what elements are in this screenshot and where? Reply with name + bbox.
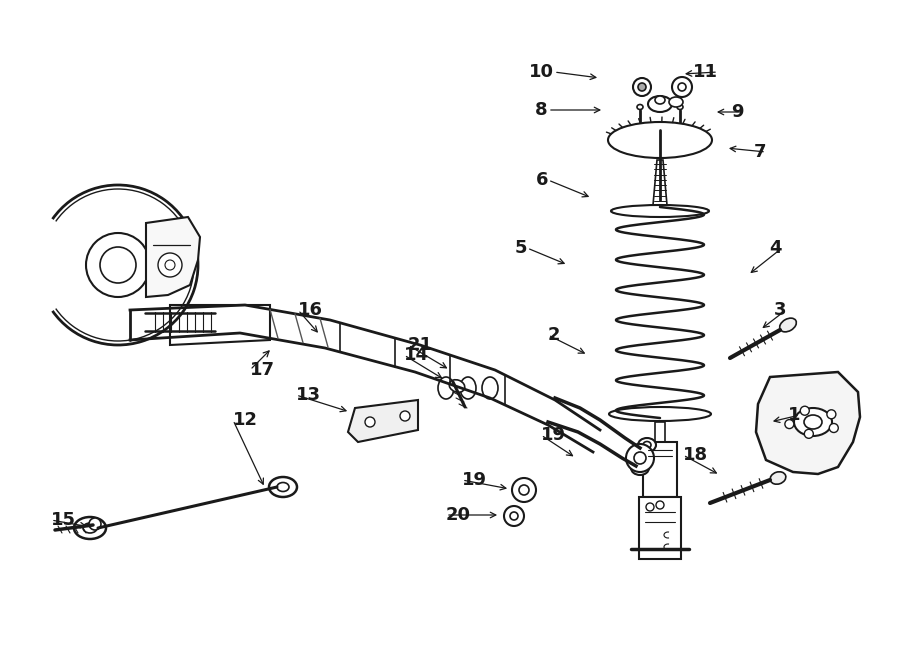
Circle shape: [89, 518, 101, 530]
Circle shape: [400, 411, 410, 421]
Ellipse shape: [277, 483, 289, 492]
Circle shape: [504, 506, 524, 526]
Ellipse shape: [655, 96, 665, 104]
Circle shape: [656, 501, 664, 509]
Ellipse shape: [460, 377, 476, 399]
Text: 16: 16: [298, 301, 323, 319]
Text: 10: 10: [529, 63, 554, 81]
Circle shape: [646, 503, 654, 511]
Text: 15: 15: [51, 511, 76, 529]
Text: 6: 6: [536, 171, 548, 189]
Text: 17: 17: [250, 361, 275, 379]
Circle shape: [510, 512, 518, 520]
Circle shape: [165, 260, 175, 270]
Text: 13: 13: [296, 386, 321, 404]
Circle shape: [86, 233, 150, 297]
Text: 5: 5: [515, 239, 527, 257]
Circle shape: [638, 83, 646, 91]
Circle shape: [678, 83, 686, 91]
Text: 8: 8: [536, 101, 548, 119]
Bar: [639, 497, 681, 559]
Polygon shape: [170, 305, 270, 345]
Ellipse shape: [677, 104, 683, 110]
Ellipse shape: [609, 407, 711, 421]
Circle shape: [100, 247, 136, 283]
Ellipse shape: [449, 379, 464, 392]
Polygon shape: [146, 217, 200, 297]
Text: 3: 3: [773, 301, 786, 319]
Ellipse shape: [269, 477, 297, 497]
Circle shape: [672, 77, 692, 97]
Circle shape: [519, 485, 529, 495]
Circle shape: [805, 429, 814, 438]
Text: 7: 7: [753, 143, 766, 161]
Ellipse shape: [611, 205, 709, 217]
Text: 21: 21: [408, 336, 433, 354]
Text: 11: 11: [693, 63, 718, 81]
Ellipse shape: [669, 97, 683, 107]
Bar: [655, 422, 665, 442]
Text: 12: 12: [233, 411, 258, 429]
Text: 1: 1: [788, 406, 800, 424]
Circle shape: [626, 444, 654, 472]
Ellipse shape: [83, 523, 97, 533]
Circle shape: [829, 424, 838, 432]
Text: 19: 19: [541, 426, 566, 444]
Ellipse shape: [779, 318, 796, 332]
Ellipse shape: [643, 442, 651, 449]
Text: 18: 18: [683, 446, 708, 464]
Ellipse shape: [770, 472, 786, 485]
Polygon shape: [653, 160, 667, 205]
Circle shape: [365, 417, 375, 427]
Ellipse shape: [482, 377, 498, 399]
Ellipse shape: [438, 377, 454, 399]
Circle shape: [512, 478, 536, 502]
Circle shape: [633, 78, 651, 96]
Ellipse shape: [74, 517, 106, 539]
Circle shape: [800, 407, 809, 415]
Ellipse shape: [804, 415, 822, 429]
Ellipse shape: [631, 461, 649, 475]
Ellipse shape: [794, 408, 832, 436]
Circle shape: [634, 452, 646, 464]
Ellipse shape: [648, 96, 672, 112]
Text: 20: 20: [446, 506, 471, 524]
Ellipse shape: [638, 438, 656, 452]
Ellipse shape: [637, 104, 643, 110]
Polygon shape: [756, 372, 860, 474]
Polygon shape: [348, 400, 418, 442]
Text: 2: 2: [548, 326, 561, 344]
Circle shape: [785, 420, 794, 428]
Text: 9: 9: [732, 103, 744, 121]
Circle shape: [158, 253, 182, 277]
Text: 4: 4: [770, 239, 782, 257]
Text: 19: 19: [462, 471, 487, 489]
Circle shape: [827, 410, 836, 419]
Text: 14: 14: [404, 346, 429, 364]
Bar: [643, 442, 677, 497]
Ellipse shape: [636, 465, 644, 471]
Ellipse shape: [608, 122, 712, 158]
